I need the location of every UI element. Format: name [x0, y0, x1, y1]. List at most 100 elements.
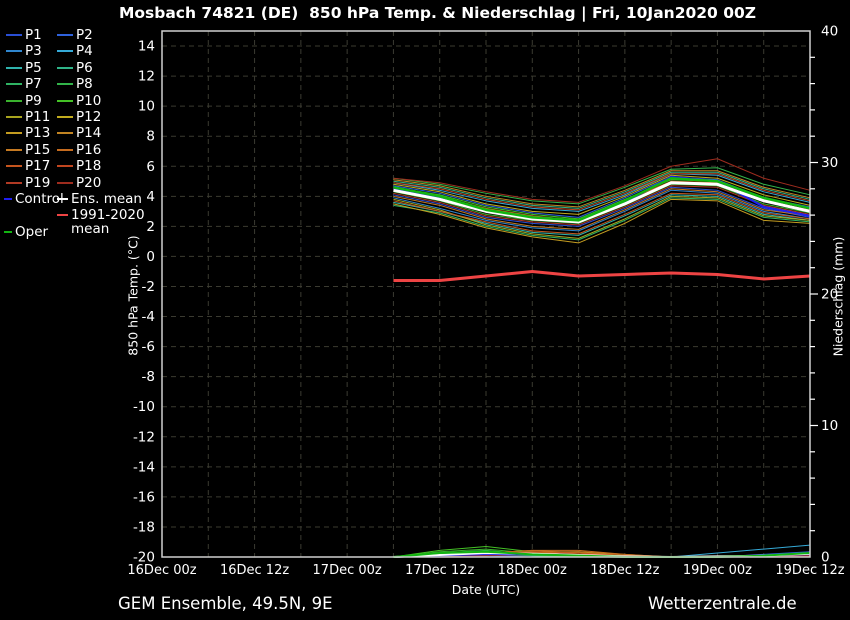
legend-label: P3 [25, 43, 42, 60]
y-left-tick-label: -8 [142, 369, 155, 385]
series-temp-P19 [393, 185, 811, 226]
watermark: Wetterzentrale.de [648, 594, 797, 613]
y-left-tick-label: -16 [133, 489, 155, 505]
legend-swatch-ens-mean [57, 198, 68, 200]
legend-swatch-p9 [6, 99, 22, 102]
series-temp-P1 [393, 186, 811, 227]
legend-item-p3: P3 [6, 44, 42, 58]
legend-swatch-p19 [6, 181, 22, 184]
legend-item-p13: P13 [6, 126, 50, 140]
legend-item-p17: P17 [6, 159, 50, 173]
y-left-tick-label: -10 [133, 399, 155, 415]
legend-item-p18: P18 [57, 159, 101, 173]
legend-label: P13 [25, 125, 51, 142]
legend-label: P19 [25, 174, 51, 191]
legend-item-p8: P8 [57, 77, 93, 91]
legend-item-p16: P16 [57, 143, 101, 157]
legend-swatch-p15 [6, 148, 22, 151]
legend-label: P15 [25, 141, 51, 158]
series-temp-P12 [393, 174, 811, 215]
x-axis-title: Date (UTC) [451, 582, 521, 597]
series-temp-P17 [393, 192, 811, 235]
legend-item-p9: P9 [6, 94, 42, 108]
legend-label: P14 [76, 125, 102, 142]
legend-item-p7: P7 [6, 77, 42, 91]
x-tick-label: 19Dec 00z [683, 563, 752, 578]
legend-swatch-p17 [6, 165, 22, 168]
x-tick-label: 18Dec 12z [590, 563, 659, 578]
y-left-tick-label: -14 [133, 459, 155, 475]
legend-label: P20 [76, 174, 102, 191]
legend-swatch-p10 [57, 99, 73, 102]
y-left-tick-label: 10 [138, 99, 155, 115]
series-temp-P11 [393, 195, 811, 239]
x-tick-label: 19Dec 12z [775, 563, 844, 578]
legend-label: P2 [76, 27, 93, 43]
legend-label: P9 [25, 92, 42, 109]
legend-swatch-p6 [57, 66, 73, 69]
legend-label: 1991-2020 mean [71, 207, 145, 237]
legend-item-ens-mean: Ens. mean [57, 192, 142, 206]
y-left-tick-label: -20 [133, 550, 155, 566]
legend-label: P18 [76, 158, 102, 175]
legend-label: P12 [76, 109, 102, 125]
x-tick-label: 16Dec 00z [127, 563, 196, 578]
legend-swatch-p2 [57, 34, 73, 36]
legend-swatch-p8 [57, 83, 73, 86]
legend-item-1991-2020-mean: 1991-2020 mean [57, 208, 163, 236]
legend-label: P7 [25, 76, 42, 93]
legend-swatch-control [4, 198, 12, 200]
legend-swatch-p4 [57, 50, 73, 53]
legend-item-p20: P20 [57, 176, 101, 190]
legend-swatch-p12 [57, 116, 73, 118]
y-left-tick-label: 2 [146, 219, 155, 235]
y-left-tick-label: 0 [146, 249, 155, 265]
legend-item-p10: P10 [57, 94, 101, 108]
legend-swatch-p3 [6, 50, 22, 53]
series-temp-P18 [393, 173, 811, 211]
legend-item-p15: P15 [6, 143, 50, 157]
y-left-tick-label: 8 [146, 129, 155, 145]
series-temp-P14 [393, 170, 811, 208]
y-left-tick-label: 14 [138, 39, 155, 55]
legend-swatch-p20 [57, 181, 73, 184]
legend-swatch-p1 [6, 34, 22, 36]
legend-swatch-1991-2020-mean [57, 214, 68, 216]
legend-label: Oper [15, 223, 49, 240]
series-temp-clim-mean [393, 269, 811, 282]
series-temp-P8 [393, 167, 811, 205]
series-temp-P6 [393, 171, 811, 209]
legend-item-p2: P2 [57, 28, 93, 42]
legend-swatch-p14 [57, 132, 73, 135]
legend-label: P1 [25, 27, 42, 43]
legend-label: P6 [76, 59, 93, 76]
legend-swatch-oper [4, 230, 12, 233]
legend-label: P4 [76, 43, 93, 60]
y-left-tick-label: -2 [142, 279, 155, 295]
legend-label: Control [15, 191, 64, 207]
legend-label: P16 [76, 141, 102, 158]
legend-item-p12: P12 [57, 110, 101, 124]
model-info-label: GEM Ensemble, 49.5N, 9E [118, 594, 333, 613]
x-tick-label: 17Dec 12z [405, 563, 474, 578]
y-left-tick-label: 12 [138, 69, 155, 85]
legend-label: P8 [76, 76, 93, 93]
y-left-tick-label: -12 [133, 429, 155, 445]
legend-item-p4: P4 [57, 44, 93, 58]
legend-item-p14: P14 [57, 126, 101, 140]
series-temp-P3 [393, 189, 811, 232]
y-left-tick-label: -6 [142, 339, 155, 355]
legend-item-oper: Oper [4, 225, 48, 239]
series-temp-ens-mean [393, 181, 811, 224]
y-right-tick-label: 0 [821, 550, 830, 566]
x-tick-label: 18Dec 00z [498, 563, 567, 578]
legend-swatch-p18 [57, 165, 73, 168]
legend-swatch-p13 [6, 132, 22, 135]
legend-item-p6: P6 [57, 61, 93, 75]
y-right-tick-label: 20 [821, 287, 838, 303]
legend-swatch-p16 [57, 148, 73, 151]
y-right-axis-label: Niederschlag (mm) [830, 236, 846, 357]
legend-label: P10 [76, 92, 102, 109]
